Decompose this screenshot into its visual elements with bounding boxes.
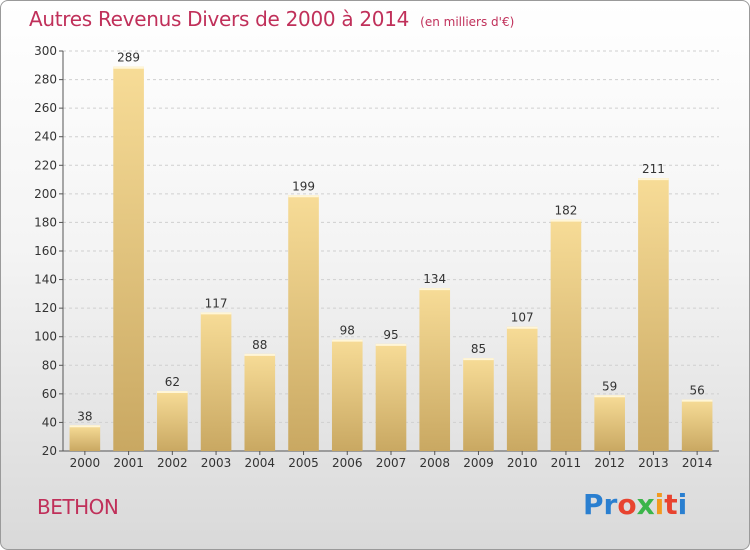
bar: [506, 326, 538, 451]
y-tick-label: 260: [34, 101, 57, 115]
y-tick-label: 280: [34, 73, 57, 87]
bar: [113, 66, 144, 451]
x-tick-label: 2006: [332, 456, 363, 470]
x-tick-label: 2002: [157, 456, 188, 470]
bar: [550, 219, 582, 451]
bar: [157, 391, 188, 451]
bar: [681, 399, 713, 451]
bar: [288, 195, 319, 451]
data-label: 134: [423, 272, 446, 286]
bar: [244, 353, 276, 451]
x-tick-label: 2007: [376, 456, 407, 470]
x-tick-label: 2012: [594, 456, 625, 470]
logo-letter: r: [603, 488, 618, 521]
y-tick-label: 160: [34, 244, 57, 258]
bar: [200, 312, 232, 451]
y-tick-label: 220: [34, 158, 57, 172]
x-tick-label: 2005: [288, 456, 319, 470]
x-tick-label: 2004: [245, 456, 276, 470]
bar: [594, 395, 625, 451]
y-tick-label: 140: [34, 273, 57, 287]
bar: [419, 288, 451, 451]
data-label: 62: [165, 375, 180, 389]
data-label: 289: [117, 51, 140, 65]
logo-letter: x: [636, 488, 655, 521]
chart-title-area: Autres Revenus Divers de 2000 à 2014 (en…: [29, 7, 514, 31]
y-tick-label: 60: [42, 387, 57, 401]
x-tick-label: 2003: [201, 456, 232, 470]
x-tick-label: 2011: [551, 456, 582, 470]
chart-subtitle: (en milliers d'€): [420, 15, 515, 29]
data-label: 199: [292, 179, 315, 193]
data-label: 95: [383, 328, 398, 342]
y-tick-label: 100: [34, 330, 57, 344]
data-label: 211: [642, 162, 665, 176]
x-tick-label: 2008: [419, 456, 450, 470]
logo-letter: t: [664, 488, 678, 521]
x-tick-label: 2010: [507, 456, 538, 470]
logo-letter: i: [654, 488, 665, 521]
logo-letter: i: [677, 488, 688, 521]
data-label: 107: [511, 311, 534, 325]
data-label: 56: [689, 384, 704, 398]
x-tick-label: 2013: [638, 456, 669, 470]
logo-letter: o: [617, 488, 637, 521]
data-label: 38: [77, 409, 92, 423]
data-label: 182: [554, 204, 577, 218]
y-tick-label: 120: [34, 301, 57, 315]
data-label: 85: [471, 342, 486, 356]
bar: [69, 425, 101, 451]
data-label: 59: [602, 379, 617, 393]
x-tick-label: 2001: [113, 456, 144, 470]
bar: [375, 343, 407, 451]
x-tick-label: 2014: [682, 456, 713, 470]
data-label: 117: [205, 296, 228, 310]
y-tick-label: 80: [42, 358, 57, 372]
y-tick-label: 40: [42, 415, 57, 429]
location-label: BETHON: [37, 495, 119, 519]
bar: [638, 178, 669, 451]
x-tick-label: 2009: [463, 456, 494, 470]
chart-title: Autres Revenus Divers de 2000 à 2014: [29, 7, 410, 31]
y-tick-label: 300: [34, 44, 57, 58]
data-label: 88: [252, 338, 267, 352]
bar: [331, 339, 363, 451]
logo-letter: P: [583, 488, 604, 521]
y-tick-label: 180: [34, 215, 57, 229]
data-label: 98: [340, 324, 355, 338]
y-tick-label: 20: [42, 444, 57, 458]
x-tick-label: 2000: [70, 456, 101, 470]
bar: [463, 358, 494, 451]
y-tick-label: 200: [34, 187, 57, 201]
proxiti-logo: Proxiti: [583, 488, 687, 521]
y-tick-label: 240: [34, 130, 57, 144]
